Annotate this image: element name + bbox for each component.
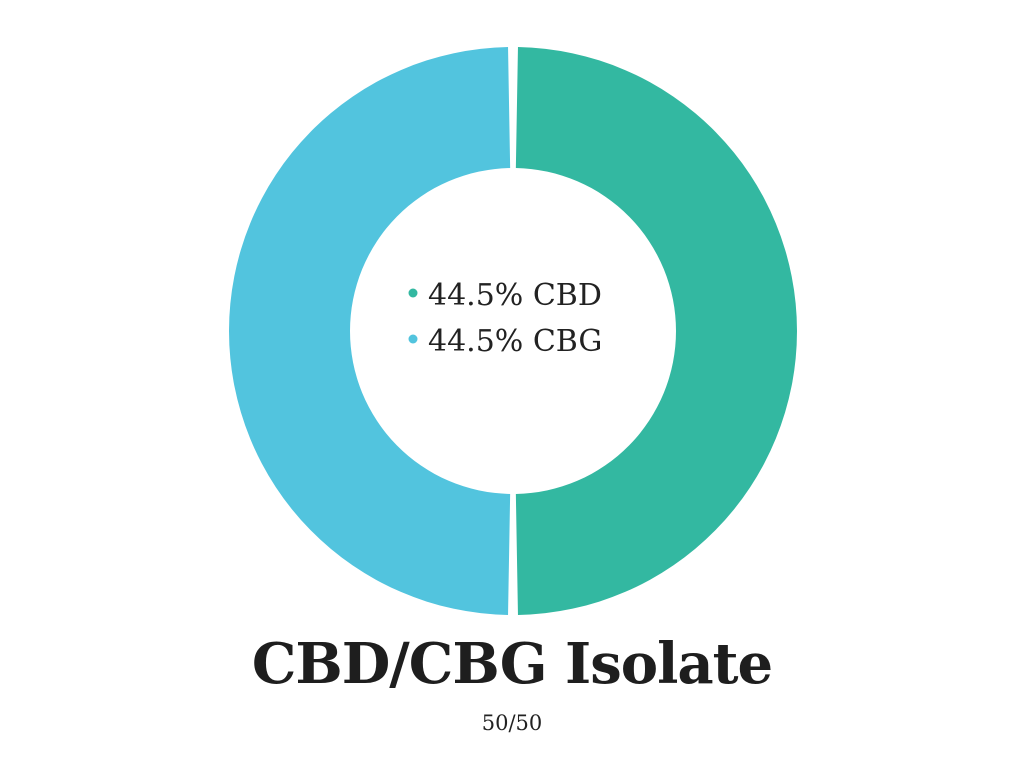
slice-cbg <box>228 47 511 615</box>
chart-subtitle: 50/50 <box>481 711 543 735</box>
legend-marker-cbd <box>408 288 418 298</box>
legend-label-cbd: 44.5% CBD <box>428 278 602 313</box>
legend-marker-cbg <box>408 334 418 344</box>
donut-chart: 44.5% CBD 44.5% CBG <box>228 47 798 615</box>
chart-legend: 44.5% CBD 44.5% CBG <box>408 278 602 359</box>
slice-cbd <box>515 47 798 615</box>
chart-title: CBD/CBG Isolate <box>251 631 773 697</box>
legend-label-cbg: 44.5% CBG <box>428 324 602 359</box>
donut-slices <box>228 47 798 615</box>
